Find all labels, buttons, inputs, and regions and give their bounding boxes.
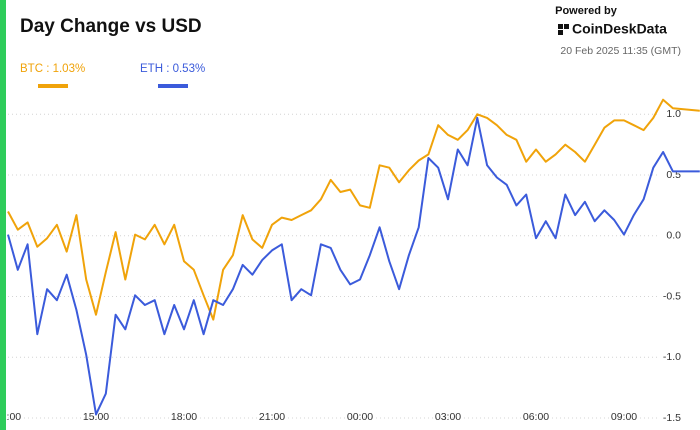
- series-line: [7, 116, 700, 416]
- y-tick-label: -0.5: [663, 290, 681, 302]
- series-line: [7, 98, 700, 321]
- x-tick-label: 15:00: [83, 411, 109, 423]
- x-tick-label: 18:00: [171, 411, 197, 423]
- x-tick-label: 09:00: [611, 411, 637, 423]
- brand-logo: [558, 24, 569, 35]
- timestamp: 20 Feb 2025 11:35 (GMT): [560, 45, 681, 57]
- y-tick-label: -1.0: [663, 351, 681, 363]
- x-tick-label: 03:00: [435, 411, 461, 423]
- x-tick-label: 00:00: [347, 411, 373, 423]
- brand: CoinDeskData: [572, 21, 667, 37]
- y-tick-label: 0.0: [666, 230, 681, 242]
- chart-title: Day Change vs USD: [20, 16, 202, 37]
- legend-label: BTC : 1.03%: [20, 63, 85, 75]
- y-tick-label: 1.0: [666, 108, 681, 120]
- x-tick-label: 06:00: [523, 411, 549, 423]
- y-tick-label: -1.5: [663, 412, 681, 424]
- x-tick-label: 21:00: [259, 411, 285, 423]
- plot-area: 1.00.50.0-0.5-1.0-1.512:0015:0018:0021:0…: [0, 63, 700, 424]
- powered-by: Powered by: [555, 5, 618, 17]
- accent-bar: [0, 0, 6, 430]
- legend-label: ETH : 0.53%: [140, 63, 205, 75]
